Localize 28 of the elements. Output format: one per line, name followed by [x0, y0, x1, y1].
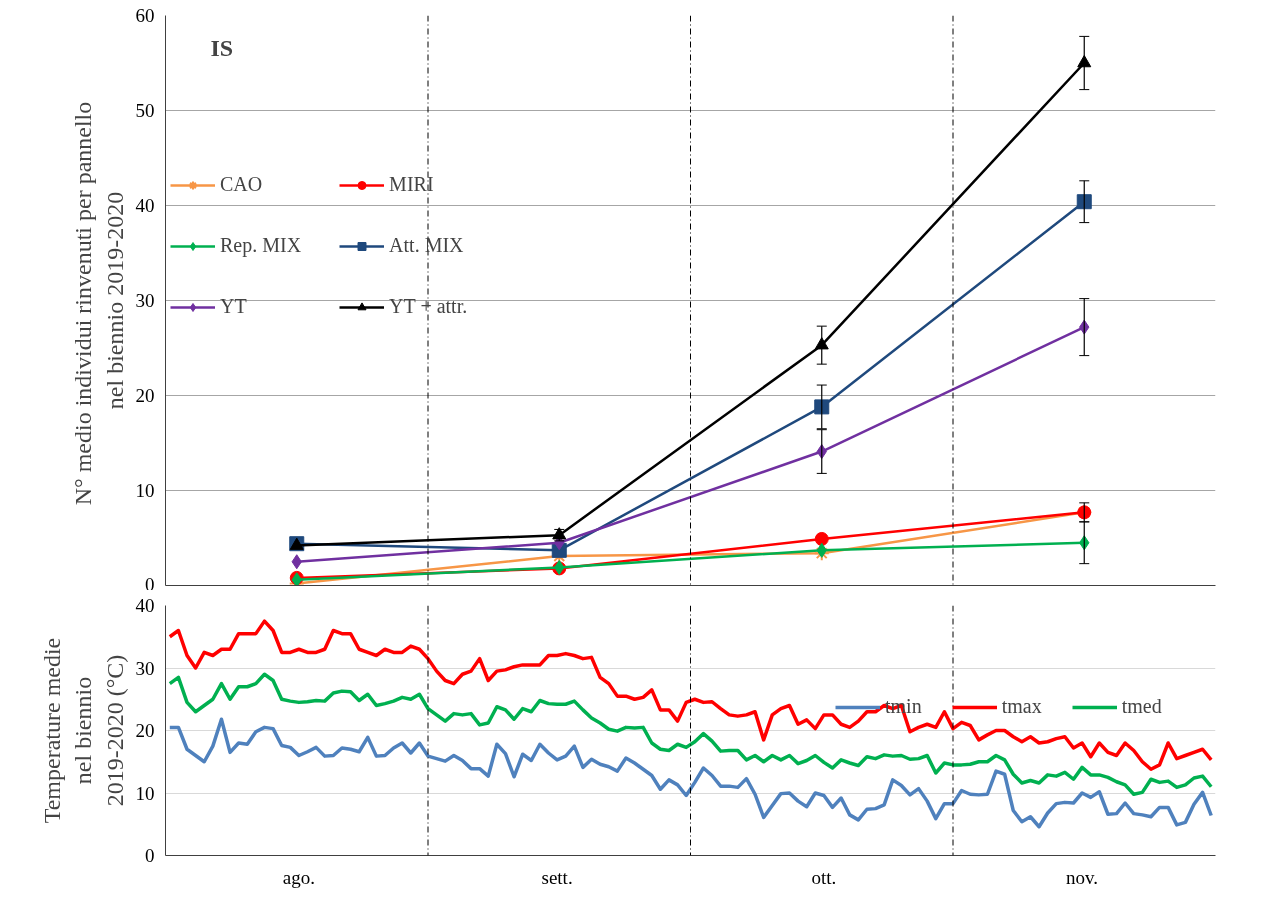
legend-label: MIRI — [389, 173, 434, 196]
y-tick-label: 0 — [145, 845, 155, 866]
y-tick-label: 0 — [145, 573, 155, 595]
y-tick-label: 30 — [135, 290, 155, 311]
y-tick-label: 30 — [135, 657, 155, 679]
y-tick-label: 20 — [135, 720, 155, 741]
legend-label: YT — [220, 295, 247, 318]
y-tick-label: 10 — [135, 782, 155, 804]
x-tick-label: ott. — [811, 866, 837, 888]
y-tick-label: 60 — [135, 5, 155, 26]
x-tick-label: nov. — [1066, 866, 1099, 888]
legend-label: Att. MIX — [389, 234, 464, 257]
legend-label: tmax — [1001, 695, 1042, 718]
y-tick-label: 40 — [135, 595, 155, 616]
legend-label: tmed — [1121, 695, 1162, 718]
annotation: IS — [210, 34, 234, 61]
x-tick-label: sett. — [541, 866, 573, 888]
legend-label: Rep. MIX — [220, 234, 302, 257]
y-tick-label: 50 — [135, 100, 155, 121]
x-tick-label: ago. — [282, 866, 315, 888]
y-tick-label: 20 — [135, 385, 155, 406]
y-tick-label: 40 — [135, 195, 155, 216]
y-tick-label: 10 — [135, 480, 155, 501]
legend-label: YT + attr. — [389, 295, 468, 318]
legend-label: tmin — [885, 695, 922, 718]
y-axis-title: Temperature medie nel biennio 2019-2020 (°C) — [39, 637, 128, 824]
y-axis-title: N° medio individui rinvenuti per pannello nel biennio 2019-2020 — [70, 101, 128, 506]
legend-label: CAO — [220, 173, 263, 196]
